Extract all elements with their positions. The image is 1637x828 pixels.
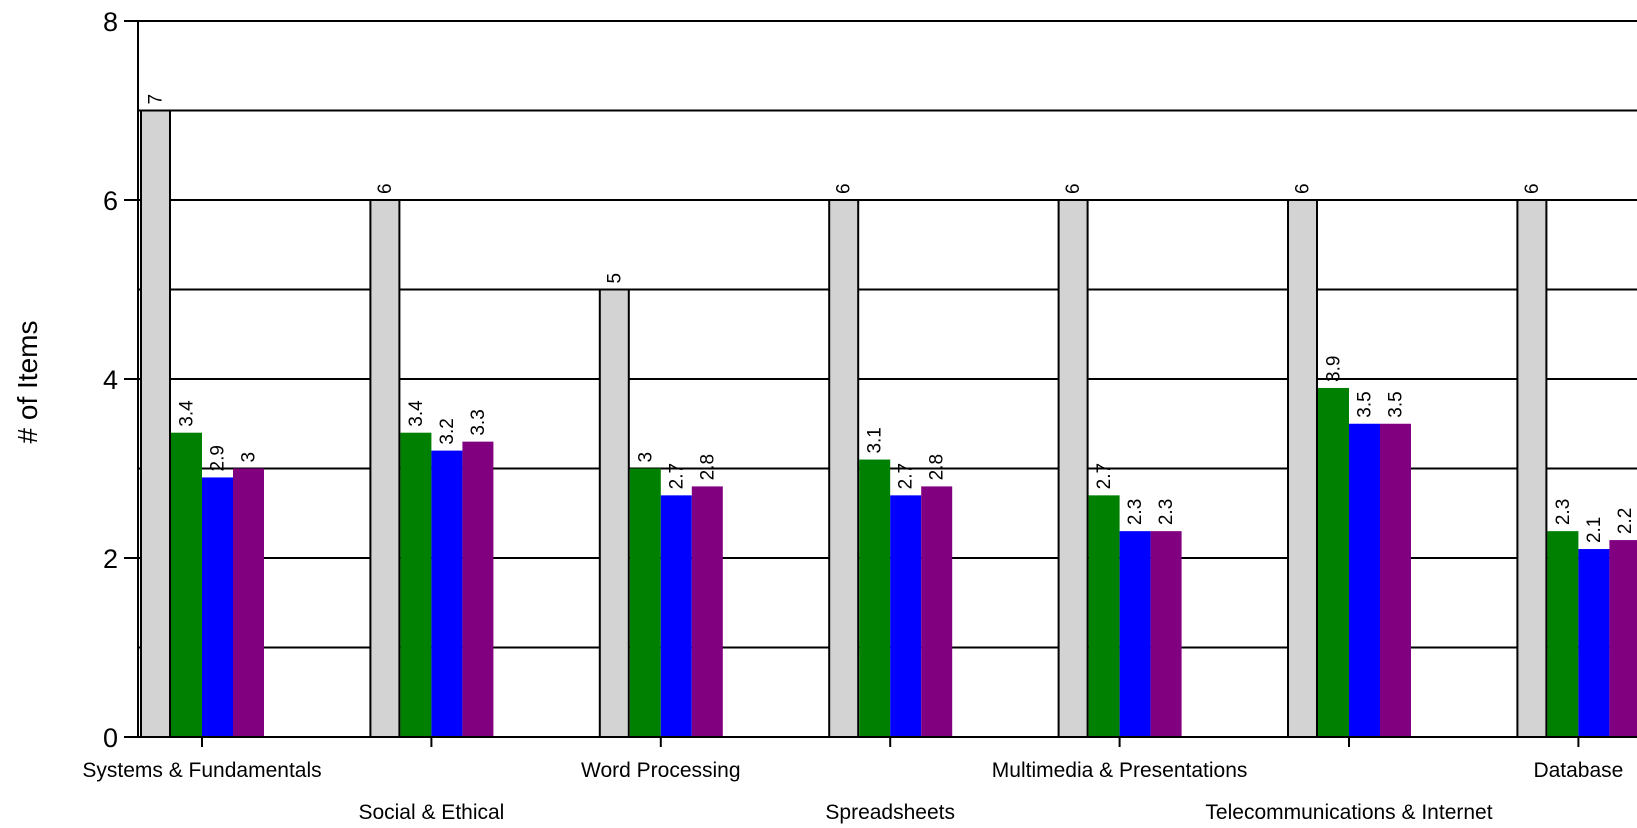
data-label: 2.3	[1125, 499, 1146, 525]
bar-4-5	[1150, 531, 1182, 737]
bar-1-6	[1287, 199, 1318, 738]
data-label: 2.8	[697, 454, 718, 480]
data-label: 3.5	[1386, 391, 1407, 417]
bar-4-3	[691, 486, 723, 737]
bar-3-7	[1578, 549, 1610, 737]
bar-4-2	[462, 441, 494, 737]
bar-1-4	[828, 199, 860, 738]
data-label: 6	[1522, 183, 1543, 194]
bar-2-6	[1318, 387, 1349, 737]
data-label: 3	[635, 452, 656, 463]
axes: Systems & Fundamentals Social & Ethical Wo…	[82, 7, 1637, 824]
bar-2-5	[1088, 495, 1120, 737]
bar-3-2	[431, 450, 463, 737]
data-label: 2.3	[1553, 499, 1574, 525]
data-label: 6	[1293, 183, 1314, 194]
bar-4-6	[1380, 423, 1411, 737]
data-label: 6	[375, 183, 396, 194]
y-tick-label: 6	[103, 186, 118, 216]
bar-2-7	[1547, 531, 1579, 737]
bar-4-7	[1609, 540, 1637, 737]
data-label: 3.9	[1324, 356, 1345, 382]
data-label: 2.3	[1156, 499, 1177, 525]
x-tick-label: Database	[1533, 759, 1623, 782]
bar-4-4	[921, 486, 953, 737]
bar-3-4	[890, 495, 922, 737]
bar-1-7	[1516, 199, 1548, 738]
bar-2-4	[859, 459, 891, 737]
x-tick-label: Systems & Fundamentals	[82, 759, 321, 782]
data-label: 2.9	[208, 445, 229, 471]
bar-3-3	[660, 495, 692, 737]
bars	[140, 109, 1637, 738]
data-label: 6	[834, 183, 855, 194]
x-tick-label: Telecommunications & Internet	[1205, 801, 1492, 824]
bar-1-1	[140, 109, 171, 738]
y-tick-label: 0	[103, 723, 118, 753]
data-label: 3.5	[1355, 391, 1376, 417]
bar-4-1	[233, 468, 264, 737]
data-label: 3	[239, 452, 260, 463]
data-label: 7	[146, 94, 167, 105]
bar-3-5	[1119, 531, 1151, 737]
y-axis-title: # of Items	[12, 321, 43, 444]
data-label: 3.3	[468, 409, 489, 435]
y-tick-label: 4	[103, 365, 118, 395]
data-label: 5	[604, 273, 625, 284]
bar-2-2	[400, 432, 432, 737]
data-label: 3.2	[437, 418, 458, 444]
bar-3-1	[202, 477, 233, 737]
x-tick-label: Word Processing	[581, 759, 741, 782]
data-label: 3.4	[406, 400, 427, 427]
data-labels: 7 3.4 2.9 3 6 3.4 3.2 3.3 5 3 2.7 2.8 6 3.1 2.7 2.8 6 2.7…	[146, 94, 1636, 543]
data-label: 3.1	[865, 427, 886, 453]
bar-2-1	[171, 432, 202, 737]
data-label: 2.7	[1094, 463, 1115, 489]
data-label: 6	[1063, 183, 1084, 194]
bar-2-3	[629, 468, 661, 737]
data-label: 2.7	[666, 463, 687, 489]
data-label: 2.2	[1615, 508, 1636, 534]
y-tick-label: 2	[103, 544, 118, 574]
bar-3-6	[1349, 423, 1380, 737]
x-tick-label: Multimedia & Presentations	[992, 759, 1248, 782]
x-tick-label: Spreadsheets	[825, 801, 955, 824]
data-label: 2.1	[1584, 517, 1605, 543]
data-label: 2.8	[927, 454, 948, 480]
y-tick-label: 8	[103, 7, 118, 37]
data-label: 3.4	[177, 400, 198, 427]
x-tick-label: Social & Ethical	[358, 801, 504, 824]
bar-1-3	[598, 288, 630, 738]
data-label: 2.7	[896, 463, 917, 489]
bar-1-2	[369, 199, 401, 738]
bar-1-5	[1057, 199, 1089, 738]
